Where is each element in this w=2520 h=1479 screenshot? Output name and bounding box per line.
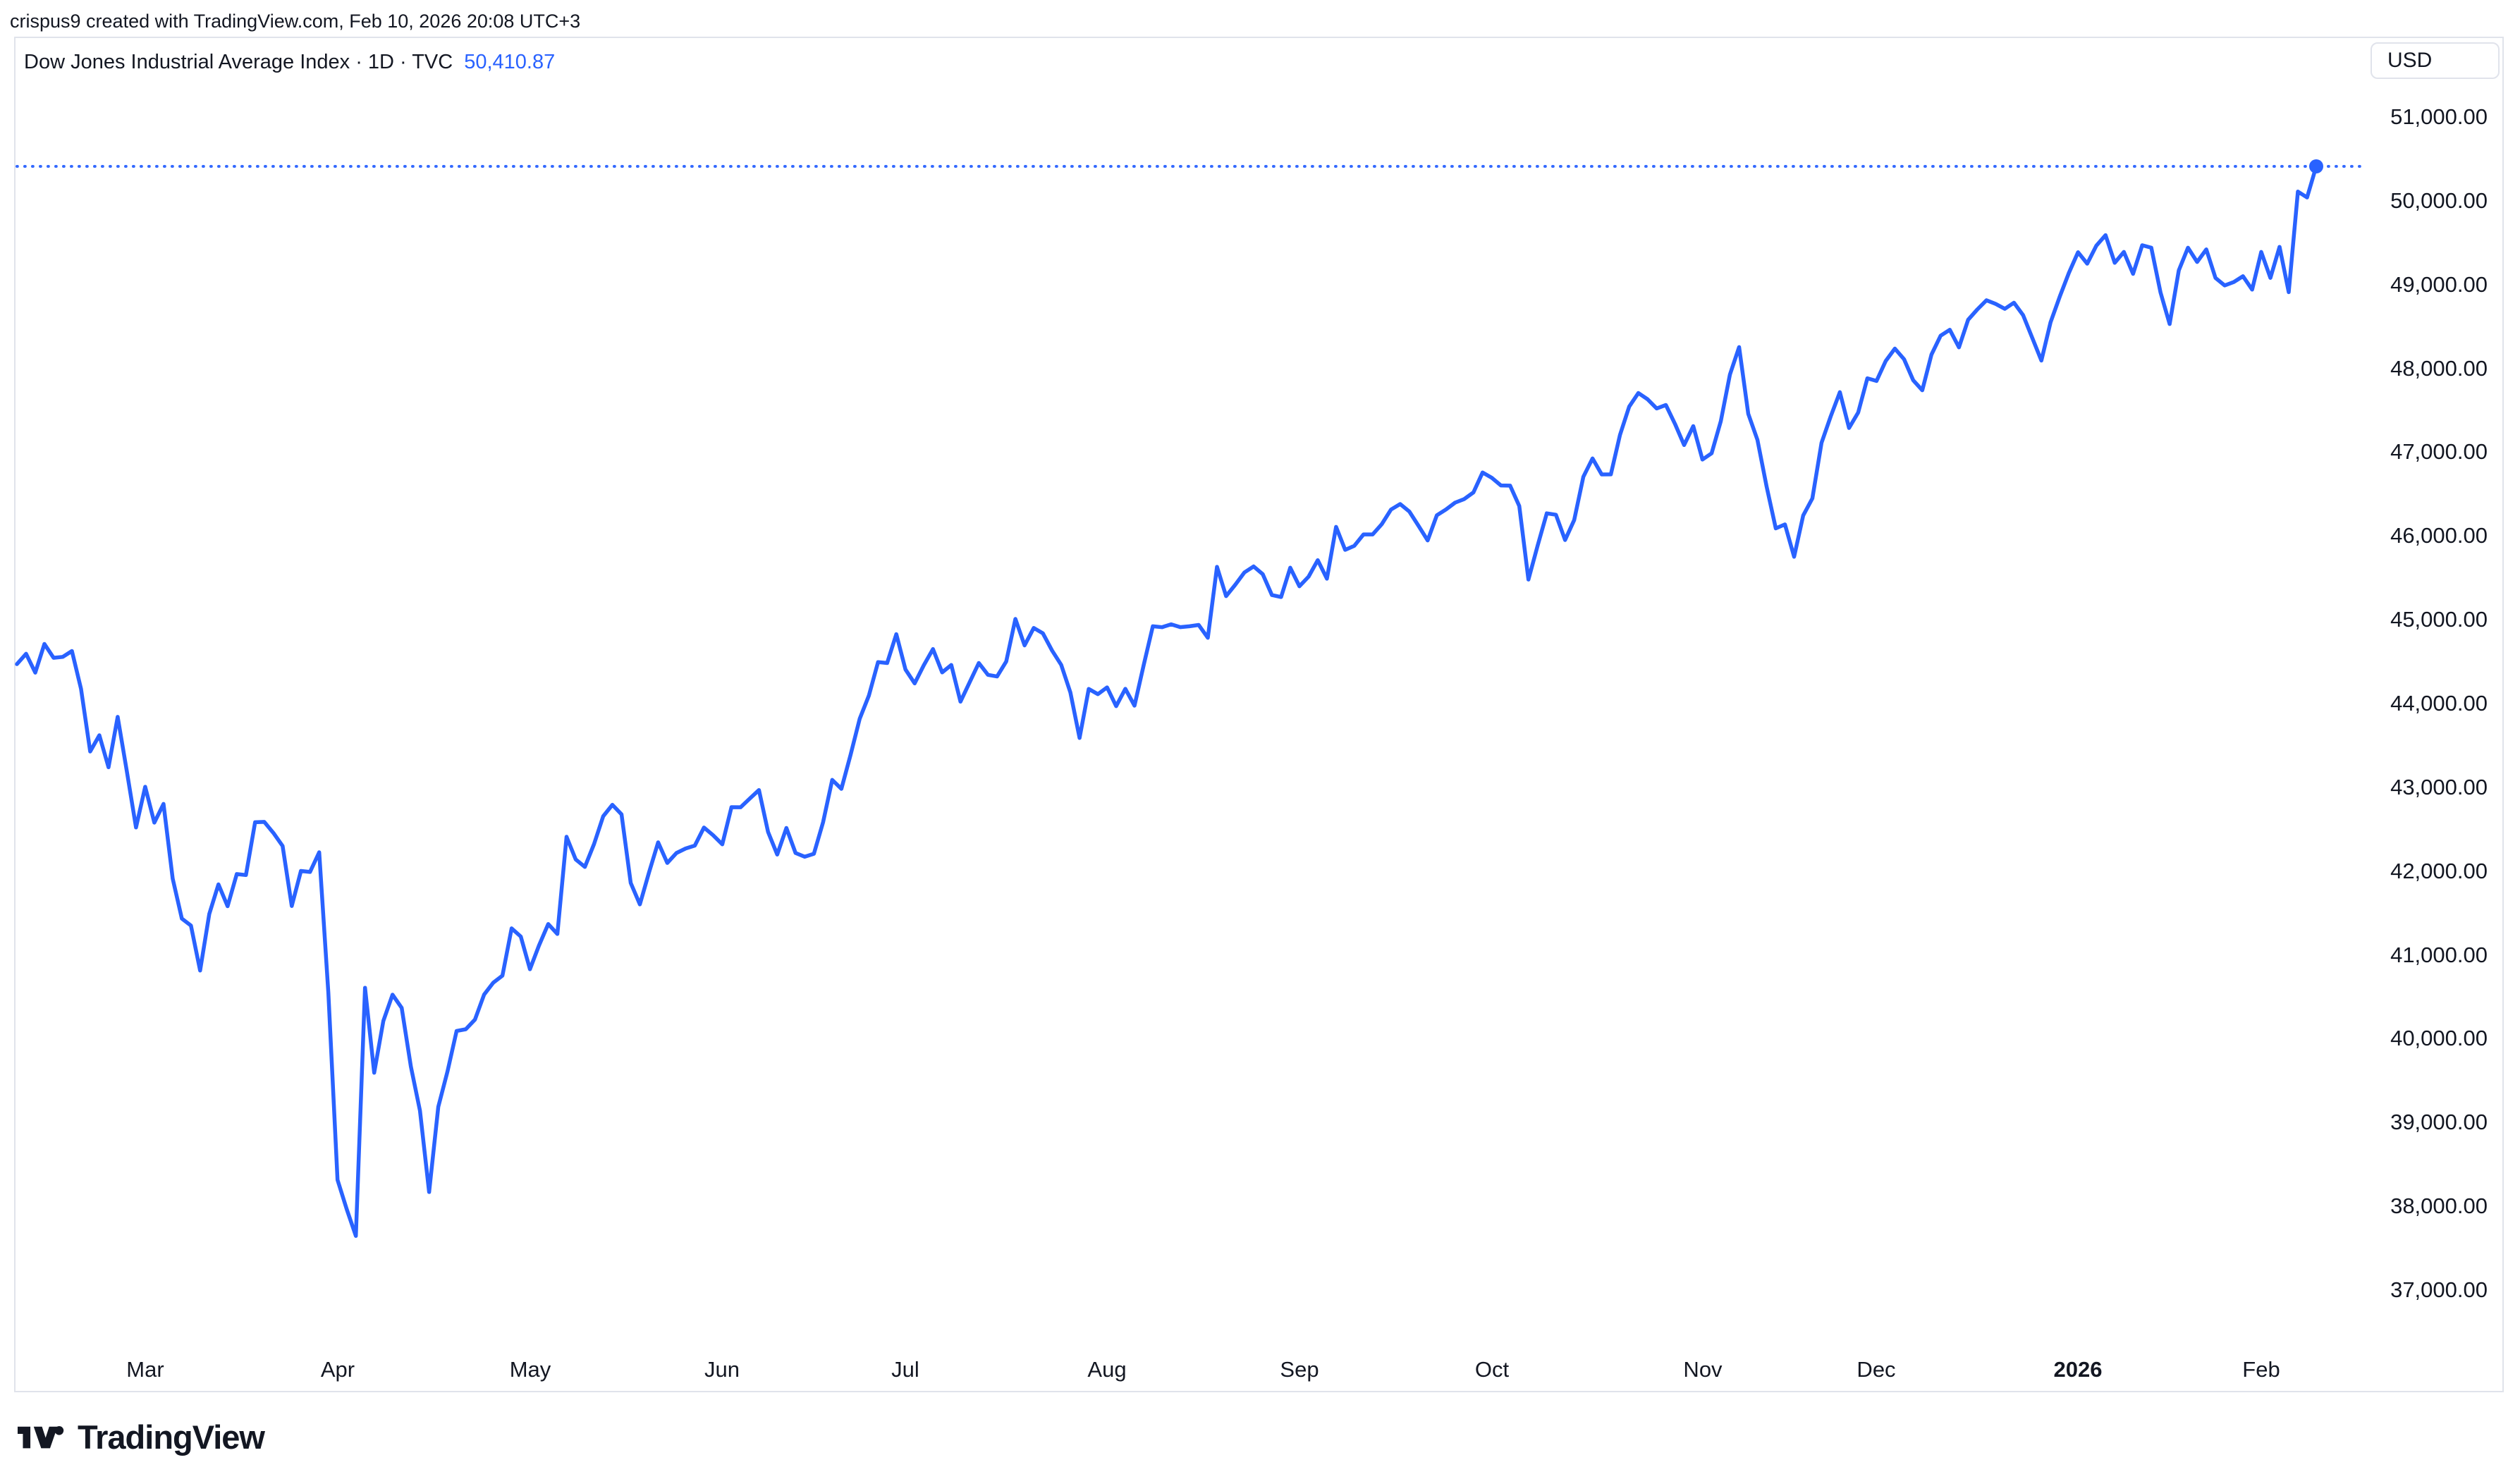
tradingview-logo-icon (18, 1425, 64, 1448)
time-axis-label: Jun (704, 1357, 740, 1382)
time-axis-label: Dec (1857, 1357, 1896, 1382)
time-axis-label: 2026 (2053, 1357, 2103, 1382)
price-axis-label: 49,000.00 (2390, 272, 2488, 297)
time-axis-label: Aug (1087, 1357, 1127, 1382)
time-axis-label: May (509, 1357, 551, 1382)
last-price-value: 50,410.87 (464, 51, 556, 73)
price-axis-label: 39,000.00 (2390, 1110, 2488, 1134)
price-axis-label: 47,000.00 (2390, 439, 2488, 464)
price-axis-label: 43,000.00 (2390, 775, 2488, 799)
symbol-title: Dow Jones Industrial Average Index · 1D … (24, 51, 453, 73)
time-axis-label: Sep (1280, 1357, 1319, 1382)
price-axis-label: 38,000.00 (2390, 1193, 2488, 1218)
price-axis-label: 48,000.00 (2390, 356, 2488, 381)
chart-frame (14, 37, 2504, 1392)
last-price-dot-marker (2309, 159, 2323, 173)
time-axis-label: Feb (2242, 1357, 2280, 1382)
time-axis-label: Mar (126, 1357, 164, 1382)
price-axis-label: 40,000.00 (2390, 1026, 2488, 1050)
price-axis-label: 37,000.00 (2390, 1277, 2488, 1302)
time-axis-label: Jul (891, 1357, 919, 1382)
currency-badge: USD (2371, 42, 2500, 79)
tradingview-logo: TradingView (18, 1411, 265, 1463)
time-axis-label: Oct (1474, 1357, 1510, 1382)
price-axis-label: 46,000.00 (2390, 523, 2488, 548)
price-axis-label: 42,000.00 (2390, 859, 2488, 883)
price-axis-label: 50,000.00 (2390, 188, 2488, 213)
price-axis-label: 45,000.00 (2390, 607, 2488, 632)
time-axis-label: Apr (320, 1357, 355, 1382)
price-line-series (15, 164, 2318, 1238)
price-axis-label: 44,000.00 (2390, 691, 2488, 716)
symbol-legend: Dow Jones Industrial Average Index · 1D … (24, 49, 555, 75)
price-axis-label: 41,000.00 (2390, 943, 2488, 967)
attribution-text: crispus9 created with TradingView.com, F… (10, 11, 581, 32)
tradingview-logo-text: TradingView (78, 1418, 265, 1456)
price-axis-label: 51,000.00 (2390, 104, 2488, 129)
currency-label: USD (2387, 49, 2433, 72)
time-axis-label: Nov (1683, 1357, 1723, 1382)
